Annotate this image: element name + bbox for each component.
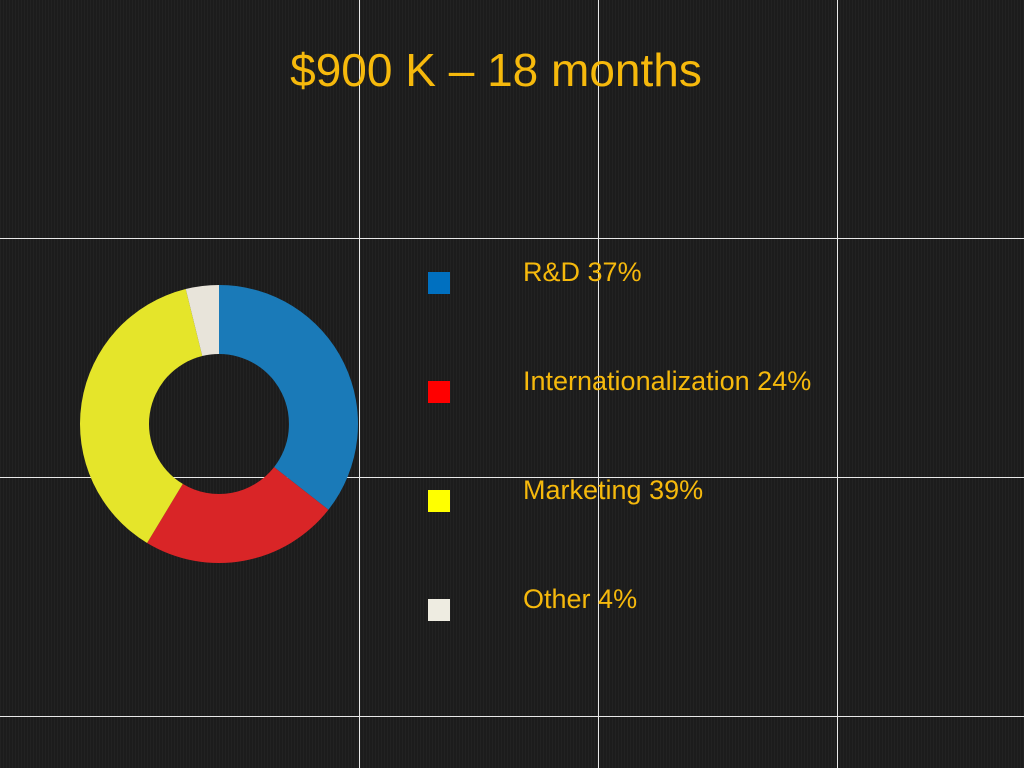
donut-slice [185, 285, 219, 357]
chart-title: $900 K – 18 months [290, 44, 702, 96]
donut-slice [79, 289, 203, 543]
legend-value: 37% [588, 257, 642, 287]
legend-swatch [428, 490, 450, 512]
legend-category: Other [523, 584, 591, 614]
legend-category: Marketing [523, 475, 642, 505]
legend-label: Marketing 39% [523, 475, 703, 505]
legend-swatch [428, 381, 450, 403]
legend-value: 39% [649, 475, 703, 505]
legend-value: 24% [757, 366, 811, 396]
legend-swatch [428, 599, 450, 621]
legend-value: 4% [598, 584, 637, 614]
legend-label: R&D 37% [523, 257, 642, 287]
legend-category: R&D [523, 257, 580, 287]
donut-slice [147, 467, 329, 564]
legend-swatch [428, 272, 450, 294]
donut-slice [219, 285, 359, 510]
legend-label: Internationalization 24% [523, 366, 811, 396]
legend-category: Internationalization [523, 366, 750, 396]
legend-label: Other 4% [523, 584, 637, 614]
